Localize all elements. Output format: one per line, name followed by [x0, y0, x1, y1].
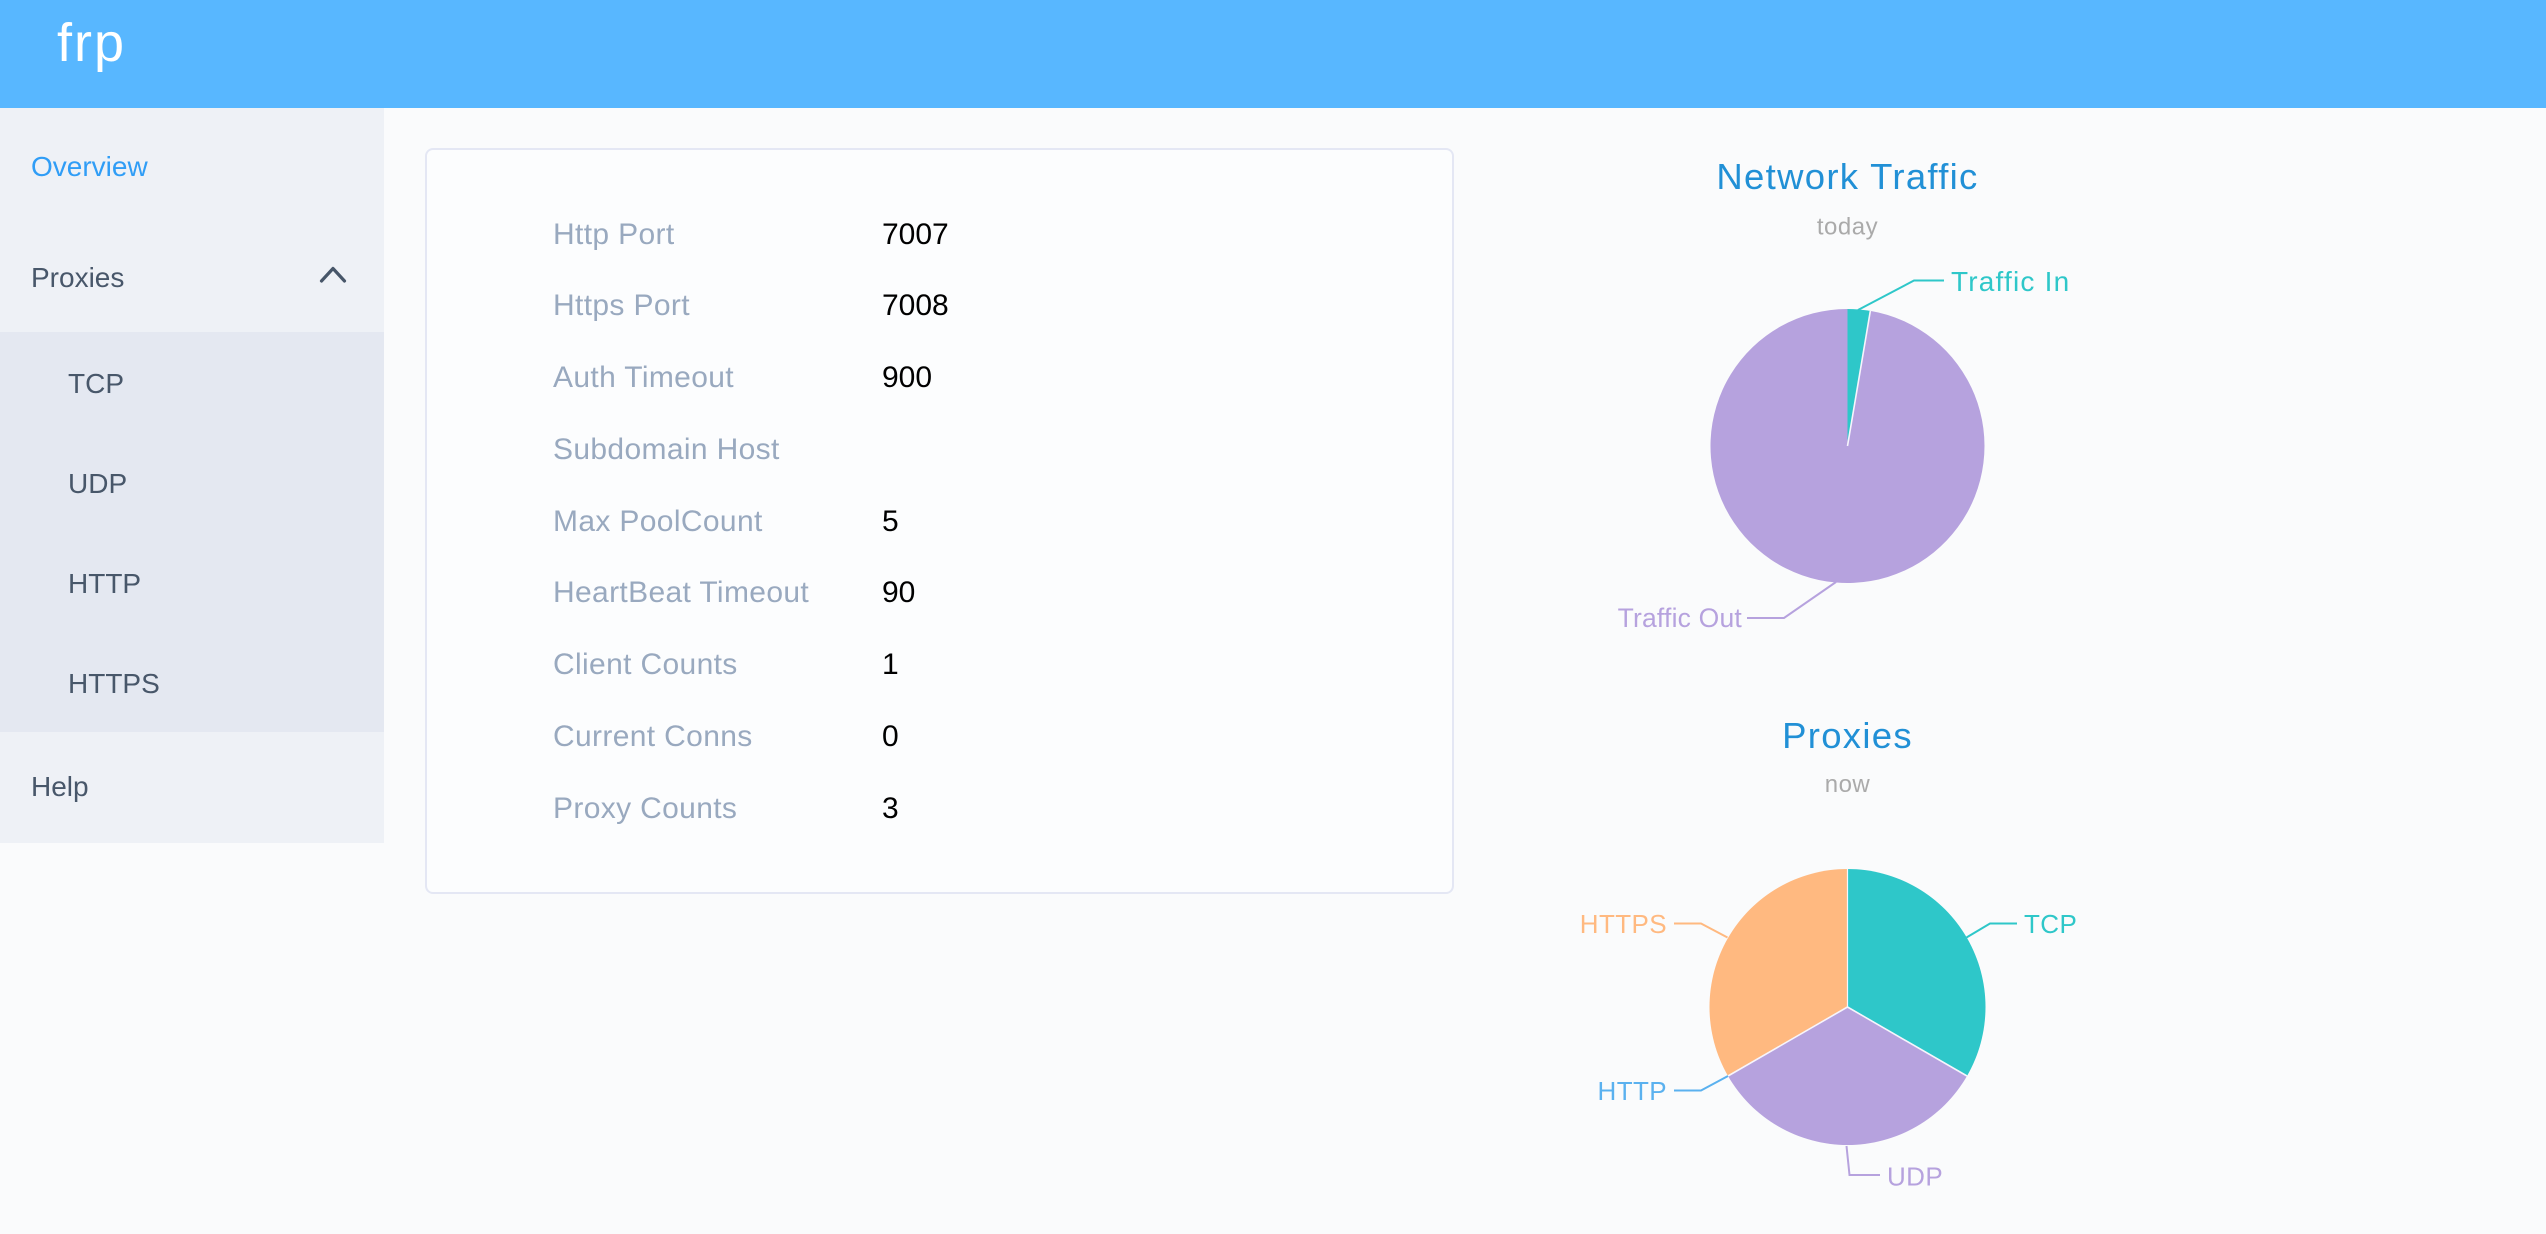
svg-text:Traffic Out: Traffic Out: [1618, 603, 1743, 633]
svg-text:now: now: [1825, 771, 1871, 798]
svg-text:HTTP: HTTP: [1598, 1076, 1667, 1106]
svg-text:Traffic In: Traffic In: [1951, 266, 2070, 297]
svg-text:UDP: UDP: [1887, 1162, 1943, 1192]
svg-text:HTTPS: HTTPS: [1580, 909, 1667, 939]
svg-text:Network Traffic: Network Traffic: [1716, 156, 1978, 197]
svg-text:TCP: TCP: [2024, 909, 2077, 939]
svg-text:today: today: [1817, 214, 1878, 241]
svg-text:Proxies: Proxies: [1782, 715, 1913, 756]
